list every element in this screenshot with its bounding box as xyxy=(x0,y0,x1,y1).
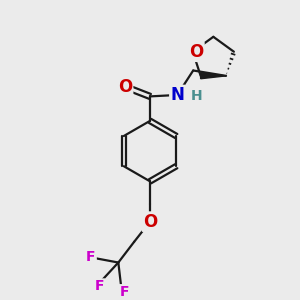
Text: N: N xyxy=(170,86,184,104)
Text: F: F xyxy=(95,279,104,293)
Text: F: F xyxy=(119,285,129,299)
Text: H: H xyxy=(191,89,203,103)
Polygon shape xyxy=(201,73,226,79)
Text: O: O xyxy=(143,213,157,231)
Text: F: F xyxy=(86,250,96,264)
Text: O: O xyxy=(118,78,132,96)
Text: O: O xyxy=(189,43,203,61)
